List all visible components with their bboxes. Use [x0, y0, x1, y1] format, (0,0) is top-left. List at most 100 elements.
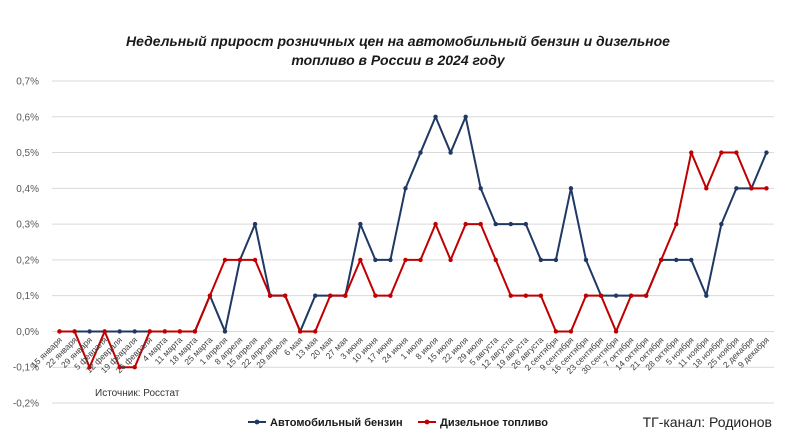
data-point-gasoline — [252, 221, 258, 227]
legend-label-gasoline: Автомобильный бензин — [270, 417, 403, 429]
chart-title-line-1: Недельный прирост розничных цен на автом… — [126, 33, 670, 49]
y-tick-label: 0,2% — [16, 255, 39, 266]
y-tick-label: 0,5% — [16, 148, 39, 159]
data-point-gasoline — [117, 329, 122, 334]
data-point-diesel — [628, 293, 634, 298]
data-point-gasoline — [553, 257, 559, 263]
data-point-gasoline — [493, 221, 498, 227]
channel-credit: ТГ-канал: Родионов — [643, 414, 772, 430]
data-point-diesel — [252, 257, 258, 263]
legend-marker-diesel — [424, 419, 430, 425]
data-point-diesel — [433, 221, 438, 227]
data-point-diesel — [734, 150, 739, 155]
data-point-diesel — [57, 329, 62, 334]
data-point-gasoline — [478, 186, 483, 191]
data-point-diesel — [192, 329, 198, 334]
data-point-gasoline — [388, 257, 393, 263]
data-point-diesel — [689, 150, 694, 155]
data-point-gasoline — [734, 186, 739, 191]
data-point-diesel — [222, 257, 228, 263]
data-point-diesel — [568, 329, 574, 334]
data-point-gasoline — [568, 186, 574, 191]
data-point-gasoline — [583, 257, 589, 263]
data-point-gasoline — [674, 257, 679, 263]
data-point-diesel — [463, 221, 468, 227]
data-point-gasoline — [764, 150, 769, 155]
y-tick-label: 0,4% — [16, 184, 39, 195]
data-point-gasoline — [719, 221, 724, 227]
y-tick-label: -0,2% — [13, 399, 39, 410]
data-point-diesel — [403, 257, 408, 263]
data-point-gasoline — [403, 186, 408, 191]
data-point-diesel — [613, 329, 619, 334]
data-point-diesel — [328, 293, 333, 298]
y-tick-label: 0,1% — [16, 291, 39, 302]
data-point-diesel — [177, 329, 183, 334]
data-point-diesel — [282, 293, 288, 298]
data-point-diesel — [538, 293, 544, 298]
data-point-diesel — [237, 257, 243, 263]
legend: Автомобильный бензин Дизельное топливо — [248, 417, 548, 429]
data-point-diesel — [87, 365, 92, 370]
data-point-gasoline — [613, 293, 619, 298]
data-point-gasoline — [87, 329, 92, 334]
legend-marker-gasoline — [254, 419, 260, 425]
series-lines — [57, 114, 769, 370]
legend-item-gasoline: Автомобильный бензин — [248, 417, 403, 429]
data-point-diesel — [764, 186, 769, 191]
data-point-diesel — [658, 257, 664, 263]
data-point-diesel — [388, 293, 393, 298]
data-point-gasoline — [222, 329, 228, 334]
data-point-gasoline — [433, 114, 438, 119]
data-point-diesel — [102, 329, 107, 334]
data-point-gasoline — [538, 257, 544, 263]
data-point-gasoline — [704, 293, 709, 298]
data-point-diesel — [147, 329, 152, 334]
data-point-diesel — [418, 257, 423, 263]
data-point-diesel — [598, 293, 604, 298]
data-point-gasoline — [463, 114, 468, 119]
legend-label-diesel: Дизельное топливо — [440, 417, 548, 429]
data-point-diesel — [523, 293, 529, 298]
data-point-diesel — [448, 257, 453, 263]
data-point-diesel — [553, 329, 559, 334]
data-point-diesel — [132, 365, 137, 370]
data-point-gasoline — [373, 257, 378, 263]
data-point-gasoline — [358, 221, 363, 227]
data-point-gasoline — [418, 150, 423, 155]
source-note: Источник: Росстат — [95, 388, 180, 399]
data-point-gasoline — [132, 329, 137, 334]
y-tick-label: 0,7% — [16, 77, 39, 88]
data-point-gasoline — [689, 257, 694, 263]
y-tick-label: -0,1% — [13, 363, 39, 374]
data-point-diesel — [313, 329, 318, 334]
data-point-diesel — [373, 293, 378, 298]
data-point-diesel — [162, 329, 168, 334]
data-point-gasoline — [508, 221, 513, 227]
y-tick-label: 0,0% — [16, 327, 39, 338]
data-point-diesel — [297, 329, 303, 334]
data-point-diesel — [704, 186, 709, 191]
data-point-gasoline — [313, 293, 318, 298]
y-axis-ticks: -0,2% -0,1% 0,0% 0,1% 0,2% 0,3% 0,4% 0,5% 0,6% 0,… — [13, 77, 39, 410]
data-point-gasoline — [523, 221, 529, 227]
data-point-diesel — [643, 293, 649, 298]
legend-item-diesel: Дизельное топливо — [418, 417, 548, 429]
data-point-diesel — [583, 293, 589, 298]
data-point-diesel — [674, 221, 679, 227]
data-point-diesel — [508, 293, 513, 298]
y-tick-label: 0,6% — [16, 112, 39, 123]
y-tick-label: 0,3% — [16, 220, 39, 231]
data-point-diesel — [493, 257, 498, 263]
data-point-diesel — [207, 293, 213, 298]
data-point-gasoline — [448, 150, 453, 155]
data-point-diesel — [749, 186, 754, 191]
data-point-diesel — [478, 221, 483, 227]
data-point-diesel — [267, 293, 273, 298]
data-point-diesel — [117, 365, 122, 370]
data-point-diesel — [358, 257, 363, 263]
chart-title-line-2: топливо в России в 2024 году — [291, 52, 506, 68]
series-line-diesel — [59, 151, 767, 369]
